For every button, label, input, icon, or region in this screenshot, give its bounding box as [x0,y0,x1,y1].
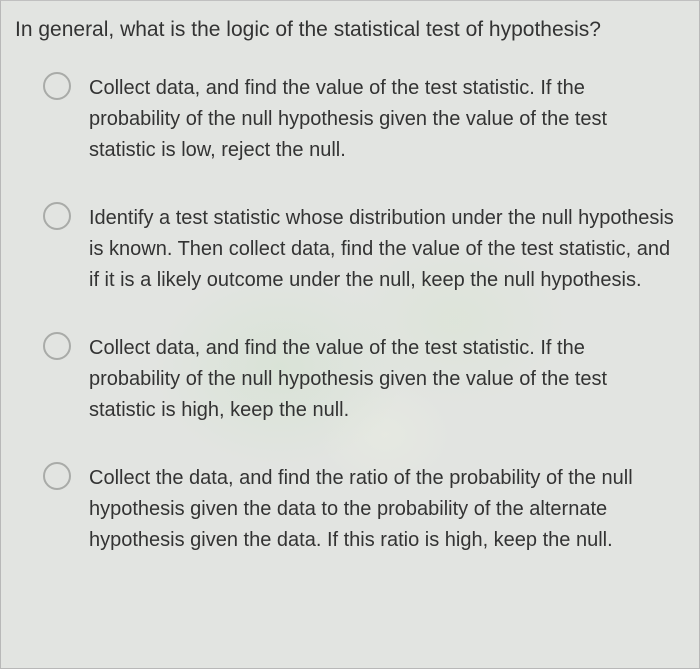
option-row[interactable]: Collect data, and find the value of the … [43,332,679,426]
option-row[interactable]: Collect data, and find the value of the … [43,72,679,166]
option-label: Collect the data, and find the ratio of … [89,462,679,556]
radio-button[interactable] [43,72,71,100]
option-row[interactable]: Collect the data, and find the ratio of … [43,462,679,556]
quiz-container: In general, what is the logic of the sta… [0,0,700,669]
option-row[interactable]: Identify a test statistic whose distribu… [43,202,679,296]
radio-button[interactable] [43,202,71,230]
option-label: Collect data, and find the value of the … [89,332,679,426]
radio-button[interactable] [43,332,71,360]
radio-button[interactable] [43,462,71,490]
question-text: In general, what is the logic of the sta… [13,15,679,44]
option-label: Identify a test statistic whose distribu… [89,202,679,296]
option-label: Collect data, and find the value of the … [89,72,679,166]
options-list: Collect data, and find the value of the … [13,72,679,556]
